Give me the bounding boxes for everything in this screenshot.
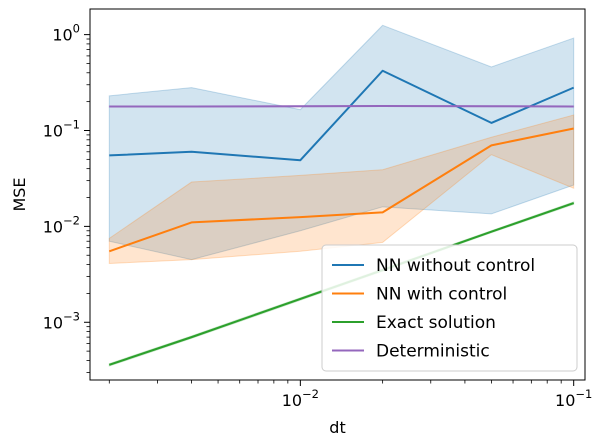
legend-box [321, 244, 578, 372]
x-tick-label: 10−1 [555, 387, 592, 410]
y-tick-label: 10−2 [43, 213, 80, 236]
y-axis-label: MSE [10, 177, 29, 211]
legend-label-deterministic: Deterministic [376, 342, 490, 362]
x-tick-label: 10−2 [282, 387, 319, 410]
legend-label-nn-without-control: NN without control [376, 256, 535, 276]
y-tick-label: 100 [52, 22, 80, 45]
x-axis-label: dt [329, 418, 345, 437]
legend-label-nn-with-control: NN with control [376, 285, 507, 305]
legend-label-exact-solution: Exact solution [376, 313, 496, 333]
legend: NN without control NN with control Exact s… [321, 244, 578, 372]
line-nn-without-control [109, 69, 575, 162]
line-nn-with-control [108, 127, 574, 253]
plot-frame [89, 8, 586, 381]
axis-ticks: 10−2 10−1 10−3 10−2 10−1 100 [43, 22, 593, 410]
band-nn-without-control [108, 24, 575, 261]
y-tick-label: 10−1 [43, 118, 80, 141]
band-nn-with-control [108, 114, 575, 265]
y-tick-label: 10−3 [43, 309, 80, 332]
